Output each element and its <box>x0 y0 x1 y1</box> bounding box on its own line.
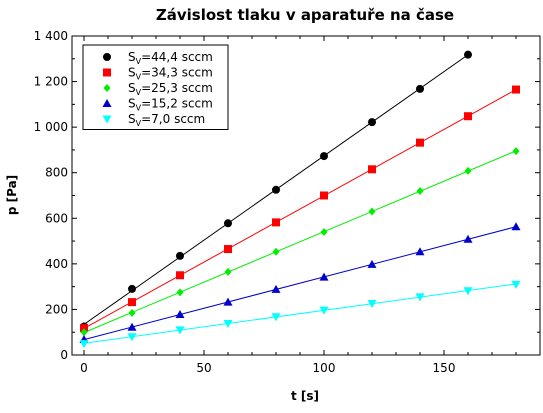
data-point <box>511 280 521 289</box>
data-point <box>415 247 425 256</box>
data-point <box>320 191 328 200</box>
x-tick-label: 150 <box>433 361 456 375</box>
data-point <box>416 138 424 147</box>
x-tick-label: 0 <box>80 361 88 375</box>
data-point <box>272 218 280 227</box>
data-point <box>319 306 329 315</box>
data-point <box>320 227 328 236</box>
data-point <box>175 326 185 335</box>
data-point <box>175 309 185 318</box>
y-tick-label: 1 200 <box>34 75 68 89</box>
data-point <box>224 219 232 228</box>
data-point <box>272 247 280 256</box>
data-point <box>463 234 473 243</box>
data-point <box>271 284 281 293</box>
y-tick-label: 400 <box>45 257 68 271</box>
legend-label: SV=7,0 sccm <box>128 112 205 128</box>
data-point <box>368 207 376 216</box>
data-point <box>511 222 521 231</box>
data-point <box>176 251 184 260</box>
data-point <box>176 271 184 280</box>
data-point <box>367 300 377 309</box>
data-point <box>80 324 88 333</box>
y-tick-label: 1 000 <box>34 120 68 134</box>
legend-marker <box>103 68 111 77</box>
series-1 <box>80 50 472 331</box>
data-point <box>127 333 137 342</box>
legend-label: SV=44,4 sccm <box>128 50 213 66</box>
legend-item: SV=15,2 sccm <box>102 97 213 113</box>
data-point <box>127 322 137 331</box>
data-point <box>128 284 136 293</box>
legend-item: SV=34,3 sccm <box>103 66 213 82</box>
y-tick-label: 1 400 <box>34 29 68 43</box>
data-point <box>368 118 376 127</box>
data-point <box>416 84 424 93</box>
data-point <box>128 298 136 307</box>
data-point <box>319 272 329 281</box>
data-point <box>79 340 89 349</box>
legend-marker <box>103 53 111 61</box>
series-layer <box>79 50 521 349</box>
y-tick-label: 600 <box>45 211 68 225</box>
legend-marker <box>102 115 112 124</box>
chart-title: Závislost tlaku v aparatuře na čase <box>156 6 454 24</box>
fit-line <box>83 150 517 334</box>
series-3 <box>80 147 520 337</box>
legend-item: SV=7,0 sccm <box>102 112 205 128</box>
data-point <box>224 245 232 254</box>
data-point <box>80 328 88 337</box>
data-point <box>416 186 424 195</box>
legend-item: SV=25,3 sccm <box>103 81 213 97</box>
data-point <box>368 165 376 174</box>
data-point <box>223 320 233 329</box>
legend-label: SV=25,3 sccm <box>128 81 213 97</box>
legend-marker <box>103 84 111 92</box>
data-point <box>464 166 472 175</box>
data-point <box>320 152 328 161</box>
data-point <box>464 50 472 59</box>
series-2 <box>80 85 520 333</box>
data-point <box>512 85 520 94</box>
y-tick-label: 0 <box>60 348 68 362</box>
fit-line <box>83 226 517 341</box>
data-point <box>512 147 520 156</box>
data-point <box>271 313 281 322</box>
fit-line <box>83 89 517 329</box>
series-5 <box>79 280 521 349</box>
y-axis-title: p [Pa] <box>5 175 19 215</box>
series-4 <box>79 222 521 344</box>
y-tick-label: 800 <box>45 166 68 180</box>
x-tick-label: 100 <box>313 361 336 375</box>
fit-line <box>83 283 517 344</box>
legend-label: SV=15,2 sccm <box>128 97 213 113</box>
data-point <box>464 112 472 121</box>
x-axis-title: t [s] <box>291 389 319 403</box>
data-point <box>272 185 280 194</box>
x-axis: 0 50 100 150 <box>80 36 541 375</box>
data-point <box>367 259 377 268</box>
data-point <box>463 287 473 296</box>
data-point <box>415 293 425 302</box>
y-tick-label: 200 <box>45 302 68 316</box>
y-axis: 0 200 400 600 800 1 000 1 200 1 400 <box>34 29 540 362</box>
legend-label: SV=34,3 sccm <box>128 66 213 82</box>
data-point <box>224 267 232 276</box>
data-point <box>176 288 184 297</box>
legend-marker <box>102 99 112 107</box>
data-point <box>128 308 136 317</box>
legend-item: SV=44,4 sccm <box>103 50 213 66</box>
data-point <box>223 297 233 306</box>
x-tick-label: 50 <box>196 361 211 375</box>
